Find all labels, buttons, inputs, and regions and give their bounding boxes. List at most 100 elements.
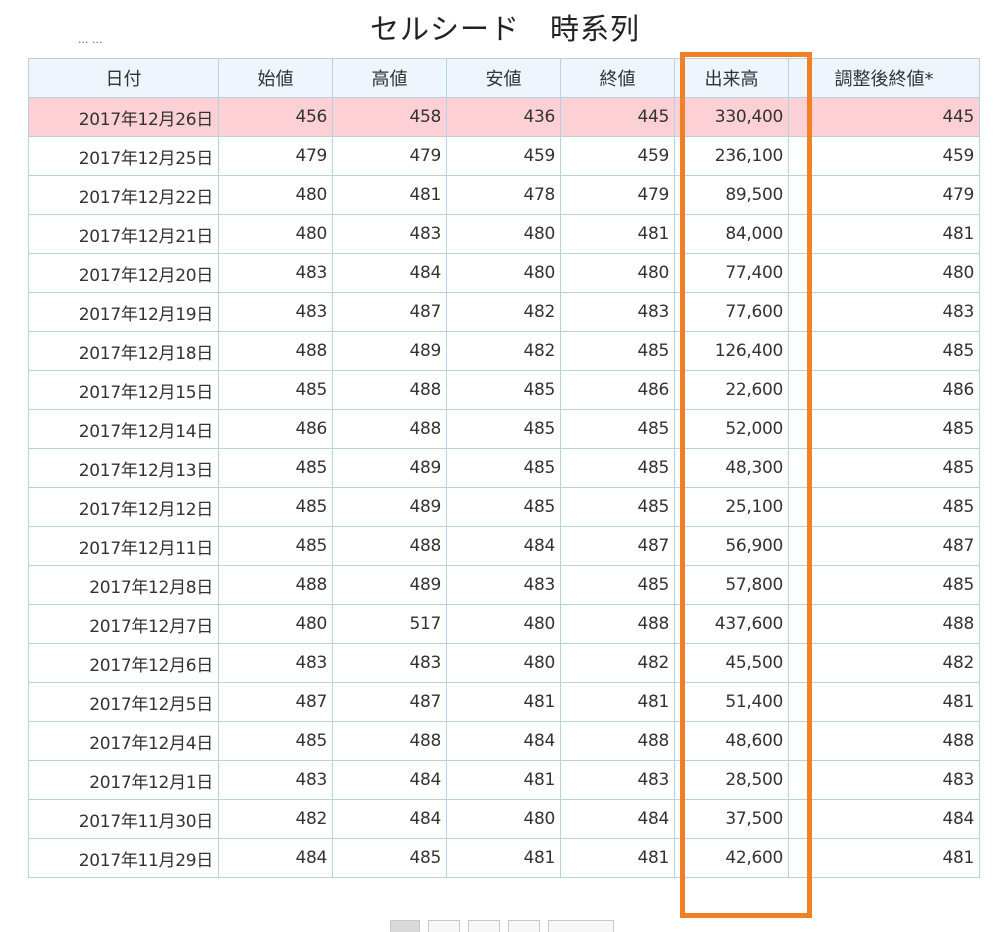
- cell-adjusted-close: 485: [788, 565, 980, 605]
- cell-date: 2017年12月14日: [28, 409, 219, 449]
- column-header-open: 始値: [218, 58, 333, 98]
- table-row: 2017年12月7日 480 517 480 488 437,600 488: [28, 604, 980, 644]
- cell-date: 2017年12月13日: [28, 448, 219, 488]
- cell-date: 2017年12月20日: [28, 253, 219, 293]
- page-button[interactable]: [508, 920, 540, 932]
- table-row: 2017年12月19日 483 487 482 483 77,600 483: [28, 292, 980, 332]
- cell-low: 481: [446, 838, 561, 878]
- cell-low: 481: [446, 760, 561, 800]
- cell-high: 483: [332, 214, 447, 254]
- cell-close: 483: [560, 292, 675, 332]
- cell-high: 483: [332, 643, 447, 683]
- table-row: 2017年12月5日 487 487 481 481 51,400 481: [28, 682, 980, 722]
- column-header-high: 高値: [332, 58, 447, 98]
- cell-adjusted-close: 483: [788, 292, 980, 332]
- pagination[interactable]: [390, 920, 614, 932]
- table-row: 2017年12月22日 480 481 478 479 89,500 479: [28, 175, 980, 215]
- table-row: 2017年12月4日 485 488 484 488 48,600 488: [28, 721, 980, 761]
- cell-high: 488: [332, 409, 447, 449]
- cell-low: 436: [446, 97, 561, 137]
- cell-close: 480: [560, 253, 675, 293]
- cell-date: 2017年12月11日: [28, 526, 219, 566]
- cell-date: 2017年12月19日: [28, 292, 219, 332]
- cell-open: 488: [218, 331, 333, 371]
- cell-date: 2017年12月15日: [28, 370, 219, 410]
- cell-close: 481: [560, 682, 675, 722]
- cell-high: 489: [332, 448, 447, 488]
- cell-low: 485: [446, 448, 561, 488]
- cell-open: 488: [218, 565, 333, 605]
- cell-close: 487: [560, 526, 675, 566]
- cell-low: 484: [446, 526, 561, 566]
- cell-high: 487: [332, 292, 447, 332]
- cell-low: 483: [446, 565, 561, 605]
- column-header-volume: 出来高: [674, 58, 789, 98]
- cell-low: 480: [446, 799, 561, 839]
- cell-adjusted-close: 483: [788, 760, 980, 800]
- cell-adjusted-close: 481: [788, 214, 980, 254]
- column-header-low: 安値: [446, 58, 561, 98]
- cell-low: 480: [446, 253, 561, 293]
- cell-adjusted-close: 482: [788, 643, 980, 683]
- cell-open: 483: [218, 643, 333, 683]
- cell-low: 480: [446, 214, 561, 254]
- cell-adjusted-close: 445: [788, 97, 980, 137]
- volume-column-highlight-box: [680, 52, 812, 918]
- cell-volume: 37,500: [674, 799, 789, 839]
- cell-high: 488: [332, 370, 447, 410]
- cell-high: 484: [332, 253, 447, 293]
- cell-open: 480: [218, 214, 333, 254]
- cell-close: 485: [560, 487, 675, 527]
- cell-date: 2017年12月12日: [28, 487, 219, 527]
- cell-open: 486: [218, 409, 333, 449]
- cell-open: 485: [218, 370, 333, 410]
- cell-volume: 56,900: [674, 526, 789, 566]
- table-body: 2017年12月26日 456 458 436 445 330,400 445 2017年12…: [28, 97, 980, 878]
- cell-adjusted-close: 459: [788, 136, 980, 176]
- cell-adjusted-close: 485: [788, 487, 980, 527]
- cell-open: 483: [218, 292, 333, 332]
- cell-volume: 25,100: [674, 487, 789, 527]
- cell-high: 489: [332, 331, 447, 371]
- cell-high: 458: [332, 97, 447, 137]
- cell-adjusted-close: 485: [788, 409, 980, 449]
- cell-volume: 52,000: [674, 409, 789, 449]
- table-row: 2017年12月18日 488 489 482 485 126,400 485: [28, 331, 980, 371]
- cell-low: 485: [446, 487, 561, 527]
- cell-open: 483: [218, 253, 333, 293]
- page-button-current[interactable]: [390, 920, 420, 932]
- table-row: 2017年12月25日 479 479 459 459 236,100 459: [28, 136, 980, 176]
- cell-close: 485: [560, 448, 675, 488]
- cell-close: 483: [560, 760, 675, 800]
- column-header-adjusted-close: 調整後終値*: [788, 58, 980, 98]
- header-row: 日付 始値 高値 安値 終値 出来高 調整後終値*: [28, 58, 980, 98]
- cell-close: 486: [560, 370, 675, 410]
- cell-close: 479: [560, 175, 675, 215]
- cell-adjusted-close: 484: [788, 799, 980, 839]
- cell-volume: 437,600: [674, 604, 789, 644]
- cell-low: 484: [446, 721, 561, 761]
- cell-date: 2017年12月5日: [28, 682, 219, 722]
- table-row: 2017年12月12日 485 489 485 485 25,100 485: [28, 487, 980, 527]
- cell-low: 485: [446, 409, 561, 449]
- cell-date: 2017年12月21日: [28, 214, 219, 254]
- page-button[interactable]: [428, 920, 460, 932]
- cell-low: 480: [446, 643, 561, 683]
- cell-adjusted-close: 486: [788, 370, 980, 410]
- cell-open: 456: [218, 97, 333, 137]
- cell-close: 485: [560, 331, 675, 371]
- cell-open: 485: [218, 448, 333, 488]
- cell-low: 482: [446, 331, 561, 371]
- cell-high: 485: [332, 838, 447, 878]
- timeseries-table: 日付 始値 高値 安値 終値 出来高 調整後終値* 2017年12月26日 456 458 436…: [28, 58, 980, 878]
- next-page-button[interactable]: [548, 920, 614, 932]
- cell-open: 483: [218, 760, 333, 800]
- cell-open: 484: [218, 838, 333, 878]
- cell-close: 488: [560, 721, 675, 761]
- page-button[interactable]: [468, 920, 500, 932]
- page-title: セルシード 時系列: [369, 12, 640, 46]
- cell-volume: 48,300: [674, 448, 789, 488]
- cell-close: 484: [560, 799, 675, 839]
- cell-adjusted-close: 487: [788, 526, 980, 566]
- cell-high: 479: [332, 136, 447, 176]
